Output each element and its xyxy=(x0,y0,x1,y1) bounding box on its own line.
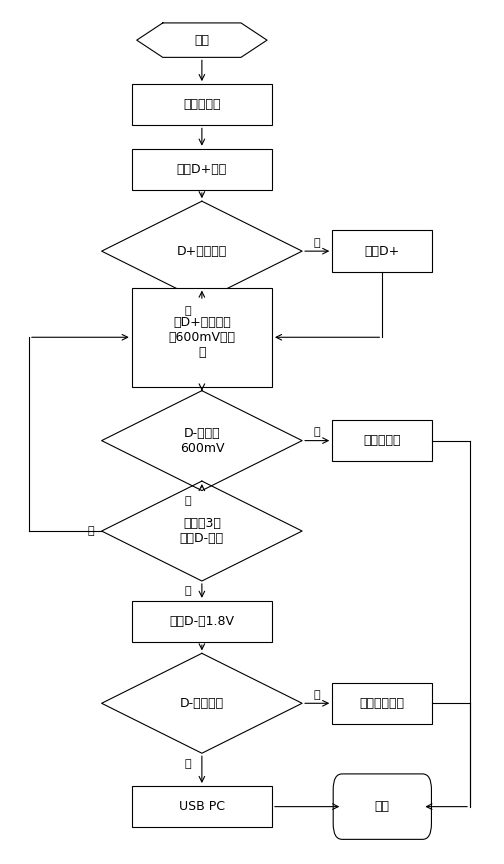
Polygon shape xyxy=(102,653,302,753)
FancyBboxPatch shape xyxy=(333,774,431,839)
Text: 标准充电器: 标准充电器 xyxy=(363,434,401,447)
FancyBboxPatch shape xyxy=(132,600,272,642)
Text: USB PC: USB PC xyxy=(179,800,225,813)
Text: 拉低D+: 拉低D+ xyxy=(365,245,400,257)
Text: 插入充电器: 插入充电器 xyxy=(183,98,221,111)
Text: D-是否为
600mV: D-是否为 600mV xyxy=(179,427,224,454)
Text: D+是否拉高: D+是否拉高 xyxy=(177,245,227,257)
Text: 开始: 开始 xyxy=(195,34,209,47)
Text: 否: 否 xyxy=(88,526,94,536)
Polygon shape xyxy=(102,201,302,301)
FancyBboxPatch shape xyxy=(132,149,272,190)
Text: 是: 是 xyxy=(314,689,321,700)
Text: 结束: 结束 xyxy=(375,800,390,813)
Text: 否: 否 xyxy=(184,307,191,316)
Polygon shape xyxy=(102,481,302,581)
Text: 检测D+状态: 检测D+状态 xyxy=(177,162,227,176)
Polygon shape xyxy=(137,23,267,57)
Text: 是否第3次
检测D-状态: 是否第3次 检测D-状态 xyxy=(180,517,224,545)
FancyBboxPatch shape xyxy=(332,683,432,724)
FancyBboxPatch shape xyxy=(332,231,432,272)
Text: D-是否拉高: D-是否拉高 xyxy=(180,696,224,710)
Text: 是: 是 xyxy=(314,427,321,437)
FancyBboxPatch shape xyxy=(132,84,272,125)
Text: 拉高D-到1.8V: 拉高D-到1.8V xyxy=(169,615,234,628)
Text: 否: 否 xyxy=(184,759,191,769)
Text: 在D+上发送一
个600mV的脉
冲: 在D+上发送一 个600mV的脉 冲 xyxy=(168,315,235,359)
Text: 否: 否 xyxy=(184,496,191,506)
Polygon shape xyxy=(102,391,302,491)
FancyBboxPatch shape xyxy=(332,420,432,461)
Text: 哦: 哦 xyxy=(184,587,191,596)
FancyBboxPatch shape xyxy=(132,786,272,828)
Text: 是: 是 xyxy=(314,238,321,247)
Text: 非标准充电器: 非标准充电器 xyxy=(360,696,405,710)
FancyBboxPatch shape xyxy=(132,288,272,387)
